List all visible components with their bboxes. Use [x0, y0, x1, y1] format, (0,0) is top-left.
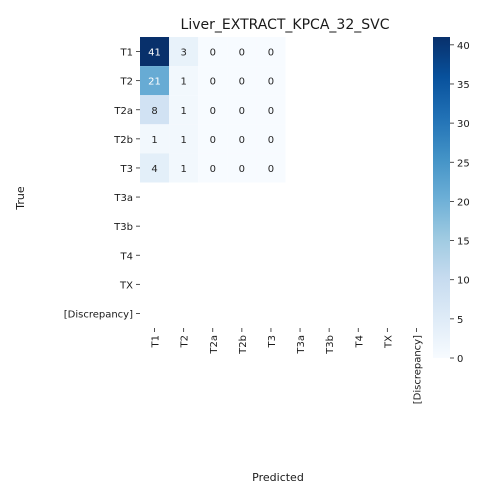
- cell-value-label: 0: [239, 164, 245, 175]
- cell-value-label: 4: [151, 164, 157, 175]
- x-axis-label: Predicted: [252, 471, 304, 484]
- x-tick-label: T3b: [325, 335, 336, 355]
- cell-value-label: 0: [210, 48, 216, 59]
- heatmap-cell-labels: 41 3 0 0 021 1 0 0 08 1 0 0 01 1 0 0 04 1 0 0 0: [148, 48, 274, 175]
- heatmap-cell: [140, 124, 170, 154]
- heatmap-cell: [169, 95, 199, 125]
- cell-value-label: 1: [180, 106, 186, 117]
- heatmap-cell: [256, 95, 286, 125]
- y-tick-label: T2: [120, 77, 133, 88]
- cell-value-label: 0: [239, 48, 245, 59]
- heatmap-cell: [256, 153, 286, 183]
- cell-value-label: 0: [268, 106, 274, 117]
- cell-value-label: 0: [210, 135, 216, 146]
- chart-title: Liver_EXTRACT_KPCA_32_SVC: [181, 17, 390, 33]
- cell-value-label: 1: [180, 77, 186, 88]
- cell-value-label: 0: [210, 164, 216, 175]
- x-tick-label: T2a: [209, 335, 220, 355]
- heatmap-cell: [169, 124, 199, 154]
- colorbar-tick-label: 30: [457, 119, 470, 130]
- cell-value-label: 0: [239, 135, 245, 146]
- x-tick-label: T2: [180, 335, 191, 348]
- cell-value-label: 0: [239, 77, 245, 88]
- x-tick-label: TX: [383, 335, 394, 349]
- heatmap-cell: [227, 124, 257, 154]
- cell-value-label: 1: [180, 135, 186, 146]
- cell-value-label: 3: [180, 48, 186, 59]
- y-tick-label: [Discrepancy]: [64, 309, 133, 320]
- x-tick-label: [Discrepancy]: [412, 335, 423, 404]
- heatmap-cell: [256, 124, 286, 154]
- heatmap-cell: [169, 153, 199, 183]
- cell-value-label: 0: [210, 77, 216, 88]
- colorbar-tick-label: 0: [457, 354, 463, 365]
- cell-value-label: 0: [268, 77, 274, 88]
- y-axis-label: True: [14, 186, 27, 211]
- cell-value-label: 41: [148, 48, 161, 59]
- heatmap-cell: [169, 66, 199, 96]
- heatmap-cell: [198, 95, 228, 125]
- colorbar-tick-label: 20: [457, 197, 470, 208]
- cell-value-label: 21: [148, 77, 161, 88]
- heatmap-cell: [227, 95, 257, 125]
- cell-value-label: 0: [268, 135, 274, 146]
- cell-value-label: 1: [180, 164, 186, 175]
- colorbar-tick-label: 25: [457, 158, 470, 169]
- heatmap-cell: [256, 37, 286, 67]
- heatmap-cell: [198, 153, 228, 183]
- y-tick-label: T3b: [113, 222, 133, 233]
- cell-value-label: 0: [268, 164, 274, 175]
- y-tick-label: T1: [120, 48, 133, 59]
- colorbar-tick-label: 40: [457, 41, 470, 52]
- heatmap-cell: [198, 37, 228, 67]
- heatmap-cell: [227, 37, 257, 67]
- x-tick-label: T1: [151, 335, 162, 348]
- y-tick-label: TX: [119, 280, 133, 291]
- x-tick-label: T3: [267, 335, 278, 348]
- x-tick-label: T3a: [296, 335, 307, 355]
- heatmap-cell: [140, 37, 170, 67]
- heatmap-cell: [227, 153, 257, 183]
- colorbar: [433, 37, 450, 358]
- heatmap-cell: [256, 66, 286, 96]
- heatmap-cells: [140, 37, 286, 183]
- colorbar-tick-label: 15: [457, 237, 470, 248]
- y-tick-label: T2b: [113, 135, 133, 146]
- cell-value-label: 8: [151, 106, 157, 117]
- y-tick-label: T3a: [113, 193, 133, 204]
- heatmap-cell: [198, 124, 228, 154]
- heatmap-cell: [198, 66, 228, 96]
- heatmap-cell: [140, 153, 170, 183]
- cell-value-label: 0: [268, 48, 274, 59]
- heatmap-cell: [140, 95, 170, 125]
- x-tick-label: T2b: [238, 335, 249, 355]
- colorbar-tick-label: 5: [457, 315, 463, 326]
- colorbar-tick-label: 10: [457, 276, 470, 287]
- cell-value-label: 1: [151, 135, 157, 146]
- y-tick-label: T2a: [113, 106, 133, 117]
- cell-value-label: 0: [210, 106, 216, 117]
- colorbar-ticks: 0 5 10 15 20 25 30 35 40: [450, 41, 470, 365]
- heatmap-cell: [169, 37, 199, 67]
- heatmap-cell: [227, 66, 257, 96]
- cell-value-label: 0: [239, 106, 245, 117]
- y-axis-ticks: T1 T2 T2a T2b T3 T3a T3b T4 TX [Discrepancy]: [64, 48, 140, 320]
- x-tick-label: T4: [354, 335, 365, 348]
- x-axis-ticks: T1 T2 T2a T2b T3 T3a T3b T4 TX [Discrepancy]: [151, 328, 423, 404]
- heatmap-cell: [140, 66, 170, 96]
- y-tick-label: T4: [120, 251, 133, 262]
- colorbar-tick-label: 35: [457, 80, 470, 91]
- y-tick-label: T3: [120, 164, 133, 175]
